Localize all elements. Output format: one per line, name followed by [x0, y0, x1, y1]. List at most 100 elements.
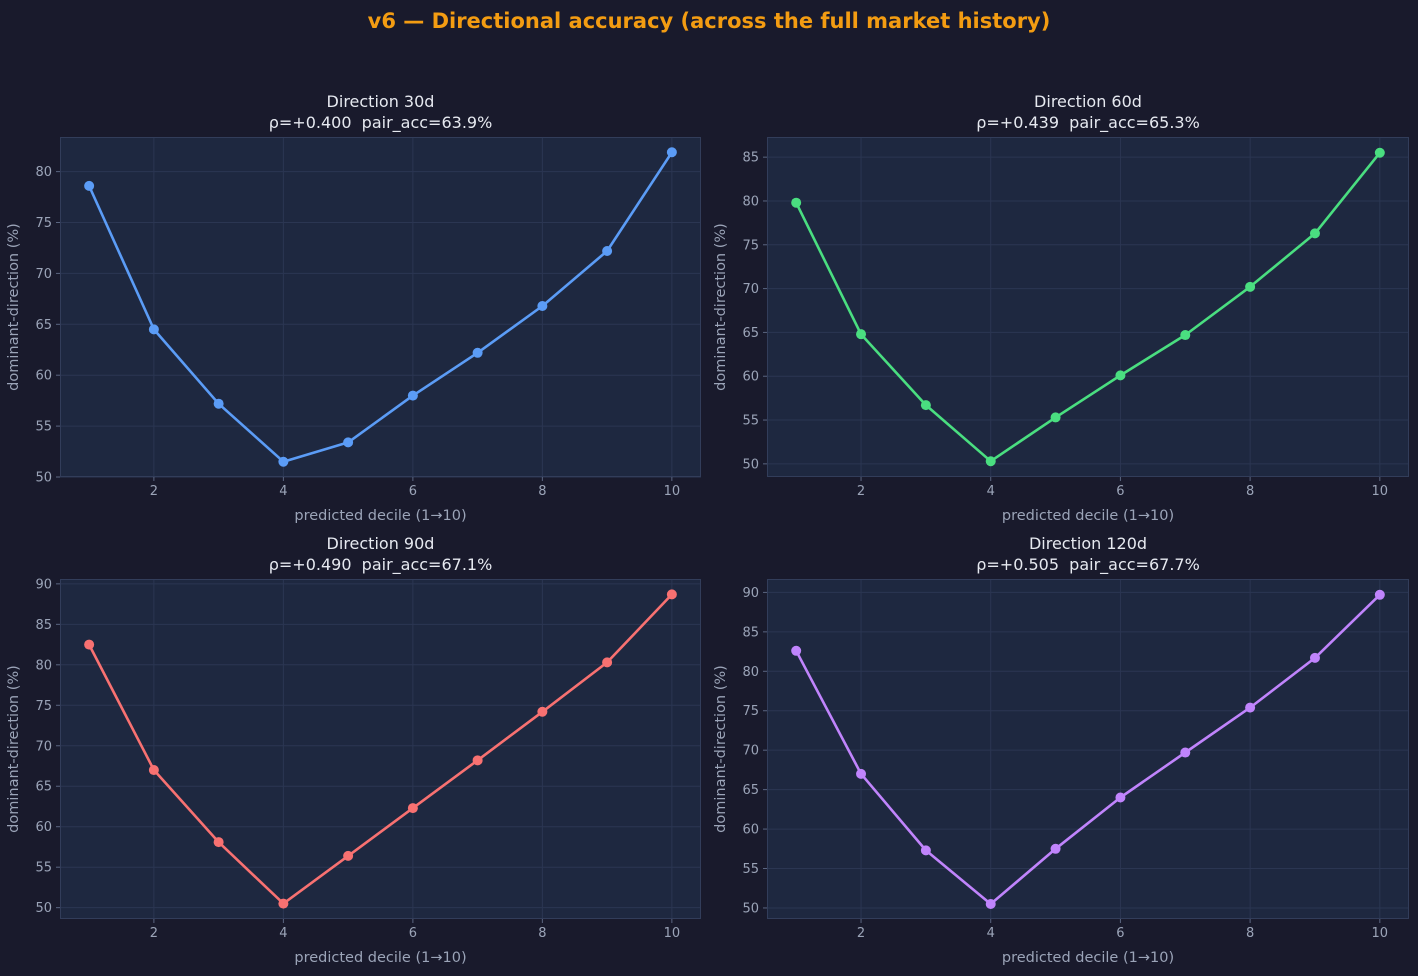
x-tick-label: 4 — [987, 926, 995, 941]
x-tick-label: 8 — [1246, 926, 1254, 941]
data-point — [666, 147, 677, 158]
y-tick-label: 70 — [35, 267, 52, 282]
y-tick-label: 80 — [35, 165, 52, 180]
subplot-subtitle: ρ=+0.439 pair_acc=65.3% — [976, 113, 1200, 133]
subplot-2: 2 4 6 8 10 50 55 60 65 70 75 80 85 predicted decile (… — [713, 92, 1409, 524]
plot-frame — [60, 579, 701, 919]
plot-area — [767, 137, 1409, 477]
y-tick-label: 55 — [35, 861, 52, 876]
y-tick-label: 75 — [35, 216, 52, 231]
y-tick-label: 50 — [35, 471, 52, 486]
subplot-title: Direction 90d — [327, 534, 435, 553]
y-tick-label: 70 — [742, 744, 759, 759]
data-point — [1115, 792, 1126, 803]
subplot-title: Direction 60d — [1034, 92, 1142, 111]
subplot-3: 2 4 6 8 10 50 55 60 65 70 75 80 85 90 predicted decile… — [6, 534, 701, 966]
data-point — [148, 765, 159, 776]
data-point — [920, 845, 931, 856]
y-tick-label: 50 — [742, 457, 759, 472]
data-point — [856, 768, 867, 779]
x-axis-label: predicted decile (1→10) — [1002, 508, 1174, 524]
y-tick-label: 90 — [35, 577, 52, 592]
plot-frame — [767, 579, 1409, 919]
subplot-1: 2 4 6 8 10 50 55 60 65 70 75 80 predicted decile (1→… — [6, 92, 701, 524]
data-point — [1050, 412, 1061, 423]
data-point — [1180, 330, 1191, 341]
y-tick-label: 55 — [742, 862, 759, 877]
x-tick-label: 2 — [150, 484, 158, 499]
y-axis-label: dominant-direction (%) — [713, 665, 729, 833]
data-point — [1245, 281, 1256, 292]
data-point — [84, 639, 95, 650]
data-point — [407, 390, 418, 401]
x-axis-label: predicted decile (1→10) — [294, 950, 466, 966]
data-point — [1180, 747, 1191, 758]
y-tick-label: 65 — [742, 783, 759, 798]
series-line — [795, 151, 1381, 463]
plot-area — [60, 579, 701, 919]
x-tick-label: 4 — [279, 484, 287, 499]
data-point — [1245, 702, 1256, 713]
data-point — [791, 645, 802, 656]
plot-frame — [60, 137, 701, 477]
y-tick-label: 75 — [35, 699, 52, 714]
y-tick-label: 50 — [742, 901, 759, 916]
y-tick-label: 70 — [35, 739, 52, 754]
x-tick-label: 8 — [538, 926, 546, 941]
subplot-title: Direction 120d — [1029, 534, 1147, 553]
x-tick-label: 6 — [409, 484, 417, 499]
data-point — [213, 398, 224, 409]
y-tick-label: 80 — [742, 665, 759, 680]
data-point — [856, 329, 867, 340]
subplot-title: Direction 30d — [327, 92, 435, 111]
data-point — [343, 850, 354, 861]
data-point — [1374, 589, 1385, 600]
data-point — [1309, 652, 1320, 663]
data-point — [985, 899, 996, 910]
x-tick-label: 8 — [538, 484, 546, 499]
y-tick-label: 60 — [742, 823, 759, 838]
x-tick-label: 10 — [664, 484, 681, 499]
plot-frame — [767, 137, 1409, 477]
data-point — [666, 589, 677, 600]
y-tick-label: 70 — [742, 282, 759, 297]
y-tick-label: 55 — [742, 414, 759, 429]
subplot-4: 2 4 6 8 10 50 55 60 65 70 75 80 85 90 predicted decile… — [713, 534, 1409, 966]
data-point — [84, 180, 95, 191]
data-point — [278, 898, 289, 909]
data-point — [407, 803, 418, 814]
x-tick-label: 6 — [1116, 484, 1124, 499]
y-tick-label: 65 — [742, 326, 759, 341]
data-point — [791, 197, 802, 208]
plot-area — [767, 579, 1409, 919]
data-point — [148, 324, 159, 335]
y-tick-label: 80 — [35, 658, 52, 673]
x-tick-label: 6 — [409, 926, 417, 941]
data-point — [537, 706, 548, 717]
x-tick-label: 2 — [150, 926, 158, 941]
data-point — [985, 456, 996, 467]
data-point — [472, 347, 483, 358]
subplot-subtitle: ρ=+0.505 pair_acc=67.7% — [976, 555, 1200, 575]
data-point — [1309, 228, 1320, 239]
y-tick-label: 50 — [35, 901, 52, 916]
y-axis-label: dominant-direction (%) — [6, 223, 22, 391]
figure-title: v6 — Directional accuracy (across the fu… — [367, 9, 1051, 33]
data-point — [1374, 147, 1385, 158]
x-tick-label: 4 — [279, 926, 287, 941]
data-point — [1115, 370, 1126, 381]
x-tick-label: 8 — [1246, 484, 1254, 499]
y-tick-label: 60 — [35, 369, 52, 384]
y-tick-label: 75 — [742, 238, 759, 253]
y-tick-label: 85 — [742, 151, 759, 166]
y-tick-label: 60 — [742, 370, 759, 385]
data-point — [278, 456, 289, 467]
data-point — [472, 755, 483, 766]
y-tick-label: 65 — [35, 780, 52, 795]
data-point — [602, 246, 613, 257]
y-axis-label: dominant-direction (%) — [6, 665, 22, 833]
x-tick-label: 10 — [664, 926, 681, 941]
y-tick-label: 90 — [742, 586, 759, 601]
